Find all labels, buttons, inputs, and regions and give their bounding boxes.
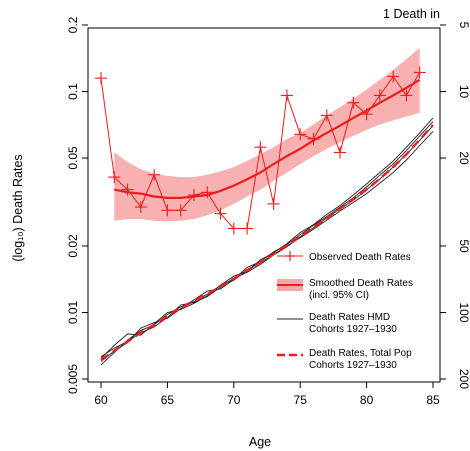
observed-point xyxy=(108,171,121,184)
observed-point xyxy=(241,222,254,235)
x-tick-label: 60 xyxy=(94,393,108,407)
observed-point xyxy=(214,207,227,220)
x-tick-label: 65 xyxy=(161,393,175,407)
right-tick-label: 20 xyxy=(457,151,470,165)
plot-frame xyxy=(87,27,441,383)
legend-label: Cohorts 1927–1930 xyxy=(309,360,397,371)
observed-point xyxy=(347,96,360,109)
observed-point xyxy=(320,109,333,122)
y-axis-title: (log₁₀) Death Rates xyxy=(11,154,25,261)
observed-point xyxy=(161,204,174,217)
x-tick-label: 70 xyxy=(227,393,241,407)
legend-label: Observed Death Rates xyxy=(309,252,411,263)
y-tick-label: 0.01 xyxy=(66,300,80,324)
right-tick-label: 200 xyxy=(457,369,470,389)
smoothed-line xyxy=(114,78,421,199)
observed-point xyxy=(95,72,107,85)
observed-point xyxy=(400,89,413,102)
x-tick-label: 85 xyxy=(426,393,440,407)
x-axis-title: Age xyxy=(249,435,271,449)
y-tick-label: 0.05 xyxy=(66,146,80,170)
legend-label: (incl. 95% CI) xyxy=(309,290,369,301)
y-tick-label: 0.2 xyxy=(66,16,80,33)
observed-point xyxy=(280,89,293,102)
x-tick-label: 80 xyxy=(360,393,374,407)
y-tick-label: 0.005 xyxy=(66,364,80,394)
y-tick-label: 0.02 xyxy=(66,234,80,258)
smoothed-ci-band xyxy=(114,47,420,222)
observed-point xyxy=(254,141,267,154)
observed-point xyxy=(360,108,373,121)
legend-label: Cohorts 1927–1930 xyxy=(309,324,397,335)
observed-point xyxy=(307,132,320,145)
legend: Observed Death Rates Smoothed Death Rates… xyxy=(277,251,413,371)
observed-point xyxy=(134,201,147,214)
right-tick-label: 100 xyxy=(457,302,470,322)
x-tick-label: 75 xyxy=(294,393,308,407)
observed-point xyxy=(201,186,214,199)
observed-point xyxy=(267,197,280,210)
observed-point xyxy=(387,70,400,83)
right-axis-title: 1 Death in xyxy=(383,7,440,21)
observed-point xyxy=(413,66,426,79)
right-tick-label: 5 xyxy=(457,22,470,29)
legend-label: Death Rates HMD xyxy=(309,312,390,323)
observed-point xyxy=(227,222,240,235)
legend-label: Death Rates, Total Pop xyxy=(309,348,412,359)
legend-item-smoothed: Smoothed Death Rates(incl. 95% CI) xyxy=(277,278,413,301)
observed-point xyxy=(373,89,386,102)
observed-point xyxy=(334,146,347,159)
y-tick-label: 0.1 xyxy=(66,83,80,100)
hmd-cohort-line-1 xyxy=(100,131,434,366)
legend-label: Smoothed Death Rates xyxy=(309,278,413,289)
observed-point xyxy=(294,128,307,141)
right-tick-label: 10 xyxy=(457,85,470,99)
total-pop-dashed-line xyxy=(100,124,434,361)
hmd-cohort-line-4 xyxy=(100,117,434,359)
observed-point xyxy=(174,204,187,217)
observed-point xyxy=(187,189,200,202)
plot-layer xyxy=(95,47,434,366)
observed-point xyxy=(148,168,161,181)
observed-point xyxy=(121,183,134,196)
legend-item-observed: Observed Death Rates xyxy=(277,251,411,263)
right-tick-label: 50 xyxy=(457,239,470,253)
axes-layer: 60 65 70 75 80 85 0.005 0.01 0.02 0.05 0.1 0.2 5 10 20… xyxy=(66,16,470,407)
